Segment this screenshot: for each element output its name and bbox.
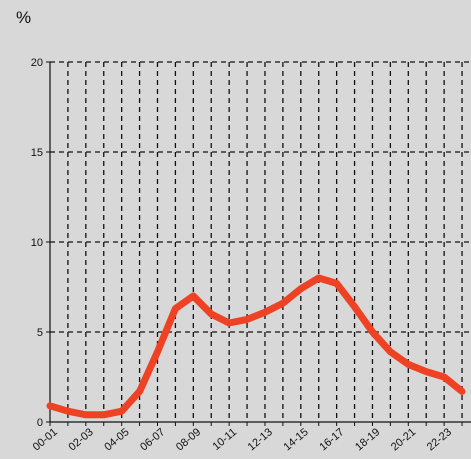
x-tick-label: 08-09 (174, 426, 203, 453)
y-tick-labels: 0 5 10 15 20 (31, 57, 43, 429)
x-tick-label: 06-07 (138, 426, 167, 453)
x-tick-label: 04-05 (102, 426, 131, 453)
y-tick-label: 20 (31, 57, 43, 69)
x-tick-label: 02-03 (66, 426, 95, 453)
x-tick-label: 18-19 (353, 426, 382, 453)
x-tick-labels: 00-01 02-03 04-05 06-07 08-09 10-11 12-13 14-15… (31, 426, 454, 453)
y-unit-label: % (16, 8, 32, 27)
x-tick-label: 20-21 (389, 426, 418, 453)
x-tick-label: 14-15 (281, 426, 310, 453)
x-tick-label: 00-01 (31, 426, 60, 453)
y-tick-label: 5 (37, 327, 43, 339)
x-tick-label: 22-23 (425, 426, 454, 453)
series-layer (46, 274, 466, 419)
grid (50, 61, 471, 422)
y-tick-label: 0 (37, 417, 43, 429)
axes (46, 61, 471, 426)
series-line (46, 274, 466, 419)
x-tick-label: 10-11 (210, 426, 239, 453)
x-tick-label: 16-17 (317, 426, 346, 453)
y-tick-label: 10 (31, 237, 43, 249)
x-tick-label: 12-13 (246, 426, 275, 453)
y-tick-label: 15 (31, 147, 43, 159)
